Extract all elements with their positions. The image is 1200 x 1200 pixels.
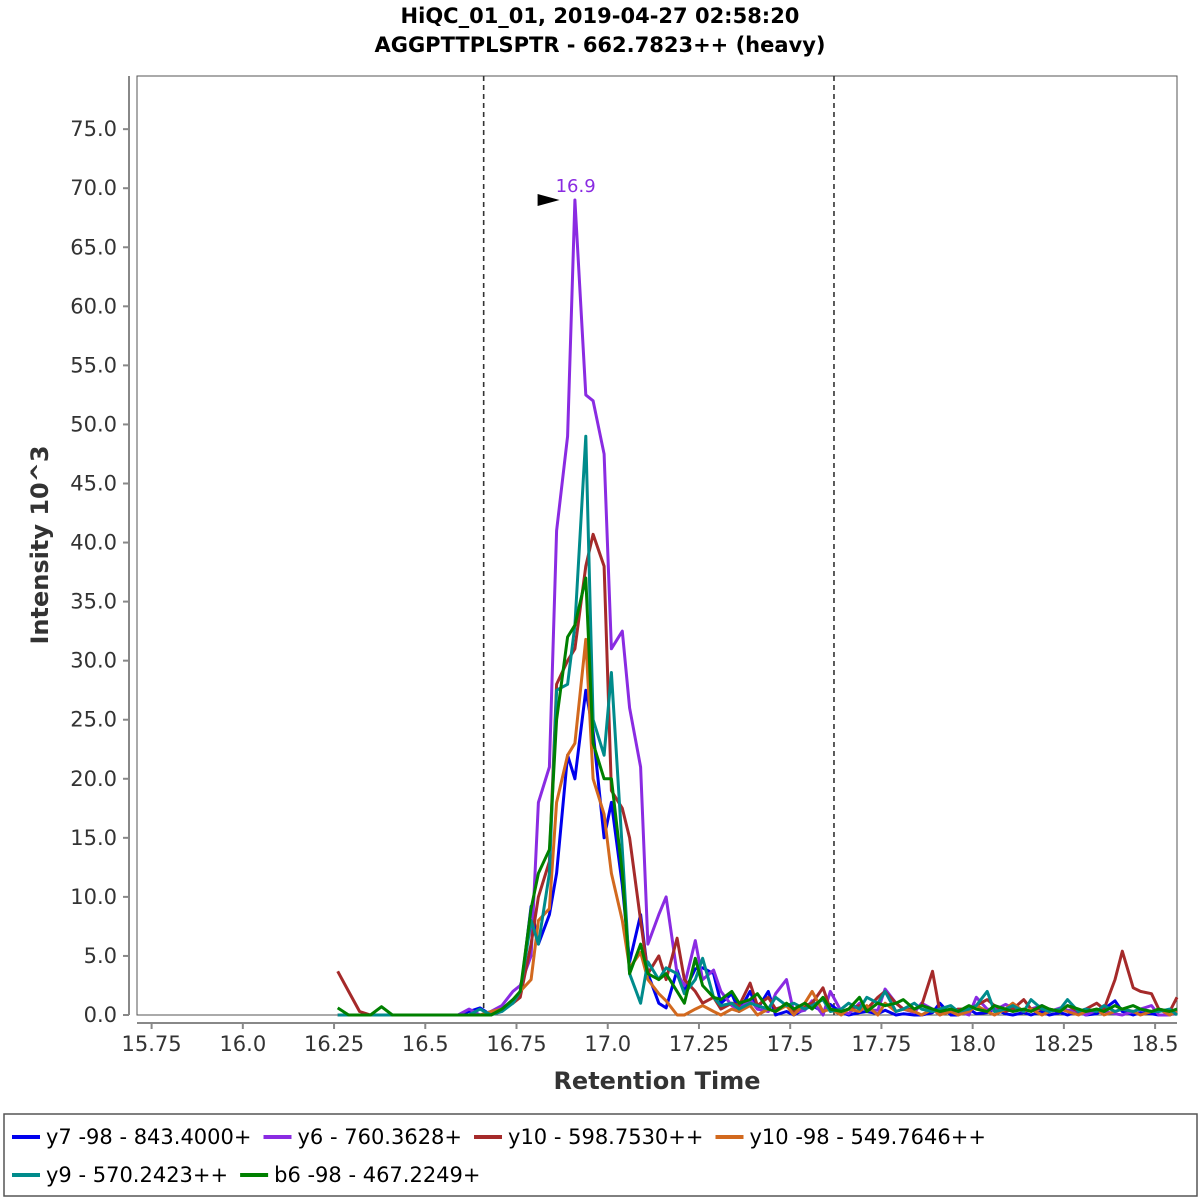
y-tick-label: 25.0 xyxy=(70,708,117,732)
x-axis-label: Retention Time xyxy=(553,1067,760,1095)
x-tick-label: 17.5 xyxy=(767,1032,814,1056)
x-tick-label: 17.0 xyxy=(584,1032,631,1056)
series-line-6 xyxy=(336,576,1178,1017)
y-tick-label: 35.0 xyxy=(70,590,117,614)
peak-retention-label: 16.9 xyxy=(556,176,596,197)
y-tick-label: 65.0 xyxy=(70,235,117,259)
peak-marker-arrow xyxy=(537,194,560,207)
legend-box xyxy=(3,1113,1198,1197)
legend-entry: y10 -98 - 549.7646++ xyxy=(750,1125,986,1149)
legend-entry: y10 - 598.7530++ xyxy=(508,1125,703,1149)
legend-entry: b6 -98 - 467.2249+ xyxy=(274,1163,480,1187)
chart-title: HiQC_01_01, 2019-04-27 02:58:20 xyxy=(401,4,800,28)
y-tick-label: 50.0 xyxy=(70,412,117,436)
x-tick-label: 17.25 xyxy=(669,1032,729,1056)
x-tick-label: 18.0 xyxy=(949,1032,996,1056)
y-tick-label: 45.0 xyxy=(70,471,117,495)
y-tick-label: 60.0 xyxy=(70,294,117,318)
x-tick-label: 15.75 xyxy=(122,1032,182,1056)
plot-area: 16.9 xyxy=(136,75,1179,1017)
y-tick-label: 55.0 xyxy=(70,353,117,377)
y-tick-label: 0.0 xyxy=(84,1003,117,1027)
chart-subtitle: AGGPTTPLSPTR - 662.7823++ (heavy) xyxy=(374,33,825,57)
series-line-5 xyxy=(337,434,1178,1017)
y-tick-label: 15.0 xyxy=(70,826,117,850)
x-tick-label: 17.75 xyxy=(851,1032,911,1056)
y-tick-label: 75.0 xyxy=(70,117,117,141)
x-tick-label: 16.0 xyxy=(219,1032,266,1056)
plot-frame xyxy=(136,75,1178,1016)
axes: 0.0 5.0 10.0 15.0 20.0 25.0 30.0 35.0 40.0 45.0 50… xyxy=(70,76,1178,1056)
x-tick-label: 16.25 xyxy=(304,1032,364,1056)
x-tick-label: 16.5 xyxy=(402,1032,449,1056)
y-tick-label: 20.0 xyxy=(70,767,117,791)
y-tick-label: 70.0 xyxy=(70,176,117,200)
x-tick-label: 16.75 xyxy=(486,1032,546,1056)
legend-entry: y7 -98 - 843.4000+ xyxy=(46,1125,252,1149)
y-axis-label: Intensity 10^3 xyxy=(26,445,54,644)
legend: y7 -98 - 843.4000+ y6 - 760.3628+ y10 - 59… xyxy=(3,1113,1198,1197)
y-tick-label: 40.0 xyxy=(70,531,117,555)
legend-entry: y9 - 570.2423++ xyxy=(46,1163,228,1187)
y-tick-label: 30.0 xyxy=(70,649,117,673)
y-tick-label: 5.0 xyxy=(84,944,117,968)
legend-entry: y6 - 760.3628+ xyxy=(298,1125,463,1149)
y-tick-label: 10.0 xyxy=(70,885,117,909)
x-tick-label: 18.5 xyxy=(1132,1032,1179,1056)
x-tick-label: 18.25 xyxy=(1034,1032,1094,1056)
